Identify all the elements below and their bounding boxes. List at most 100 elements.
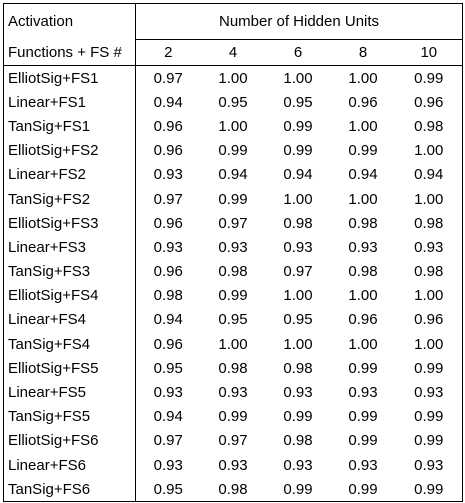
table-cell: 0.93: [348, 384, 378, 402]
table-cell: 0.99: [414, 359, 444, 377]
table-row: TanSig+FS2 0.97 0.99 1.00 1.00 1.00: [3, 186, 463, 212]
column-header: 8: [330, 39, 396, 66]
table-row: Linear+FS5 0.93 0.93 0.93 0.93 0.93: [3, 380, 463, 405]
table-row: ElliotSig+FS6 0.97 0.97 0.98 0.99 0.99: [3, 428, 463, 453]
group-header: Number of Hidden Units: [135, 3, 463, 40]
table-cell: 0.94: [153, 408, 183, 426]
table-cell: 0.99: [283, 480, 313, 498]
row-label: Linear+FS1: [3, 90, 136, 115]
table-cell: 0.96: [348, 93, 378, 111]
table-cell: 0.93: [414, 384, 444, 402]
row-label: Linear+FS6: [3, 453, 136, 478]
corner-header-line2: Functions + FS #: [3, 39, 136, 66]
table-row: ElliotSig+FS3 0.96 0.97 0.98 0.98 0.98: [3, 211, 463, 236]
table-row: ElliotSig+FS2 0.96 0.99 0.99 0.99 1.00: [3, 138, 463, 163]
table-cell: 0.95: [153, 480, 183, 498]
column-header: 10: [395, 39, 463, 66]
table-row: TanSig+FS5 0.94 0.99 0.99 0.99 0.99: [3, 404, 463, 429]
table-cell: 0.97: [218, 432, 248, 450]
table-cell: 0.93: [348, 456, 378, 474]
table-row: Linear+FS3 0.93 0.93 0.93 0.93 0.93: [3, 235, 463, 260]
row-label: ElliotSig+FS1: [3, 65, 136, 91]
row-label: ElliotSig+FS5: [3, 356, 136, 381]
table-cell: 0.95: [218, 93, 248, 111]
table-row: TanSig+FS1 0.96 1.00 0.99 1.00 0.98: [3, 114, 463, 139]
table-cell: 0.94: [153, 93, 183, 111]
table-row: TanSig+FS6 0.95 0.98 0.99 0.99 0.99: [3, 477, 463, 502]
table-cell: 1.00: [414, 190, 444, 208]
table-cell: 0.98: [218, 480, 248, 498]
row-label: ElliotSig+FS3: [3, 211, 136, 236]
table-cell: 0.98: [348, 214, 378, 232]
table-cell: 0.94: [414, 166, 444, 184]
table-cell: 0.99: [218, 190, 248, 208]
table-row: Linear+FS6 0.93 0.93 0.93 0.93 0.93: [3, 453, 463, 478]
table-row: Linear+FS1 0.94 0.95 0.95 0.96 0.96: [3, 90, 463, 115]
table-cell: 0.96: [414, 93, 444, 111]
table-cell: 1.00: [348, 190, 378, 208]
header-row-2: Functions + FS # 2 4 6 8 10: [3, 39, 463, 66]
row-label: TanSig+FS2: [3, 186, 136, 212]
table-cell: 0.93: [218, 384, 248, 402]
table-cell: 1.00: [348, 335, 378, 353]
table-cell: 0.98: [218, 359, 248, 377]
table-cell: 0.97: [283, 263, 313, 281]
table-cell: 0.93: [153, 238, 183, 256]
table-cell: 0.97: [218, 214, 248, 232]
table-cell: 0.97: [153, 69, 183, 87]
table-cell: 0.99: [283, 142, 313, 160]
table-cell: 0.97: [153, 190, 183, 208]
table-cell: 1.00: [283, 190, 313, 208]
table-cell: 0.99: [414, 432, 444, 450]
table-cell: 0.93: [153, 166, 183, 184]
table-row: TanSig+FS3 0.96 0.98 0.97 0.98 0.98: [3, 259, 463, 284]
table-cell: 0.98: [283, 359, 313, 377]
table-cell: 0.99: [218, 142, 248, 160]
table-cell: 0.99: [348, 480, 378, 498]
table-cell: 0.96: [153, 117, 183, 135]
table-cell: 0.94: [153, 311, 183, 329]
table-cell: 1.00: [218, 69, 248, 87]
table-cell: 1.00: [283, 69, 313, 87]
row-label: Linear+FS5: [3, 380, 136, 405]
table-cell: 0.93: [414, 238, 444, 256]
table-cell: 0.98: [153, 287, 183, 305]
table-cell: 1.00: [348, 69, 378, 87]
table-cell: 0.93: [218, 238, 248, 256]
table-cell: 0.99: [414, 408, 444, 426]
table-cell: 0.98: [218, 263, 248, 281]
row-label: ElliotSig+FS4: [3, 283, 136, 308]
table-cell: 0.93: [153, 384, 183, 402]
table-cell: 1.00: [283, 335, 313, 353]
table-row: ElliotSig+FS1 0.97 1.00 1.00 1.00 0.99: [3, 65, 463, 91]
table-cell: 1.00: [218, 117, 248, 135]
column-header: 6: [265, 39, 331, 66]
table-cell: 1.00: [414, 335, 444, 353]
table-cell: 0.99: [348, 432, 378, 450]
table-cell: 0.99: [348, 142, 378, 160]
table-cell: 0.98: [414, 214, 444, 232]
row-label: TanSig+FS5: [3, 404, 136, 429]
table-cell: 0.99: [414, 69, 444, 87]
table-cell: 0.93: [414, 456, 444, 474]
table-cell: 0.99: [218, 287, 248, 305]
table-cell: 0.96: [153, 214, 183, 232]
table-row: Linear+FS4 0.94 0.95 0.95 0.96 0.96: [3, 307, 463, 333]
table-cell: 0.97: [153, 432, 183, 450]
table-cell: 0.99: [218, 408, 248, 426]
table-cell: 0.98: [414, 263, 444, 281]
row-label: Linear+FS4: [3, 307, 136, 333]
table-cell: 0.99: [283, 117, 313, 135]
table-cell: 0.96: [153, 142, 183, 160]
row-label: ElliotSig+FS6: [3, 428, 136, 453]
table-cell: 0.96: [348, 311, 378, 329]
row-label: TanSig+FS6: [3, 477, 136, 502]
table-cell: 1.00: [283, 287, 313, 305]
table-row: Linear+FS2 0.93 0.94 0.94 0.94 0.94: [3, 162, 463, 187]
table-cell: 0.93: [348, 238, 378, 256]
table-cell: 0.99: [414, 480, 444, 498]
table-cell: 0.96: [153, 335, 183, 353]
table-cell: 0.93: [283, 456, 313, 474]
table-cell: 0.98: [348, 263, 378, 281]
table-cell: 1.00: [414, 142, 444, 160]
